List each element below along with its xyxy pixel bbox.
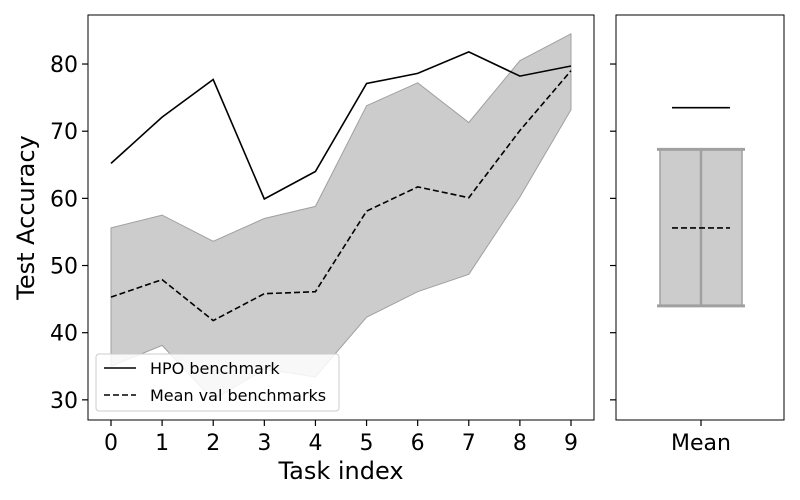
x-tick-label: 0 (104, 431, 118, 456)
y-tick-label: 50 (50, 255, 78, 280)
x-tick-label: 7 (462, 431, 476, 456)
legend-box (95, 353, 340, 412)
x-tick-label: 8 (513, 431, 527, 456)
y-axis-label: Test Accuracy (12, 135, 40, 300)
hpo-benchmark-line (110, 51, 572, 201)
y-tick-label: 60 (50, 187, 78, 212)
mean-y-axis-ticks (610, 63, 616, 401)
y-axis-ticks: 30 40 50 60 70 80 (50, 53, 88, 414)
x-tick-label: 3 (257, 431, 271, 456)
x-axis-ticks: 0 1 2 3 4 5 6 7 8 9 (104, 420, 578, 456)
x-tick-label: 1 (155, 431, 169, 456)
x-tick-label: 5 (360, 431, 374, 456)
y-tick-label: 70 (50, 120, 78, 145)
y-tick-label: 80 (50, 53, 78, 78)
x-tick-label: 9 (564, 431, 578, 456)
y-tick-label: 40 (50, 322, 78, 347)
legend: HPO benchmark Mean val benchmarks (95, 353, 340, 412)
legend-label-mean-val: Mean val benchmarks (150, 386, 326, 405)
x-tick-label: 2 (206, 431, 220, 456)
x-tick-label: 6 (411, 431, 425, 456)
x-axis-label: Task index (277, 457, 403, 485)
main-plot-frame (87, 14, 595, 421)
mean-val-benchmarks-line (110, 70, 572, 322)
mean-plot-frame (615, 14, 785, 421)
mean-category-label: Mean (671, 431, 731, 456)
main-plot-panel: 0 1 2 3 4 5 6 7 8 9 30 40 50 60 70 80 Task index Test … (12, 14, 595, 485)
x-tick-label: 4 (308, 431, 322, 456)
legend-label-hpo: HPO benchmark (150, 359, 280, 378)
mean-plot-panel: Mean (610, 14, 785, 456)
y-tick-label: 30 (50, 389, 78, 414)
series-layer (110, 51, 572, 322)
mean-marks-layer (657, 106, 745, 308)
